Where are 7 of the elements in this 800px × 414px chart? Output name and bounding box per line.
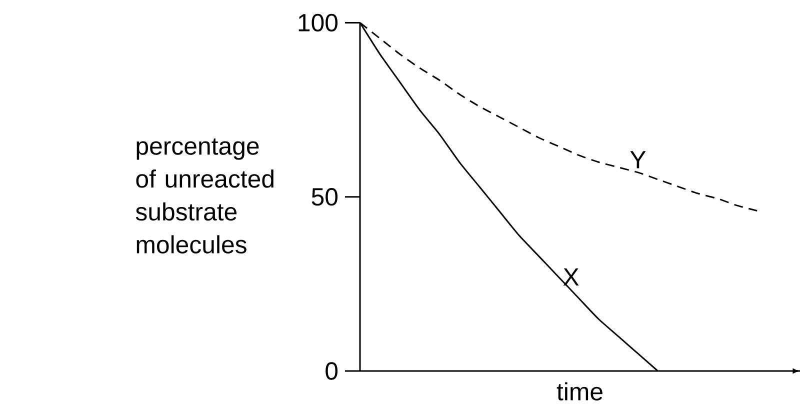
series-label: Y: [630, 151, 646, 168]
y-tick-label: 50: [312, 188, 338, 206]
y-axis-title: percentage of unreacted substrate molecules: [136, 138, 274, 254]
y-tick-label: 0: [326, 362, 338, 380]
y-tick-label: 100: [298, 14, 338, 32]
series-label: X: [563, 268, 579, 286]
x-axis-title: time: [556, 382, 602, 400]
